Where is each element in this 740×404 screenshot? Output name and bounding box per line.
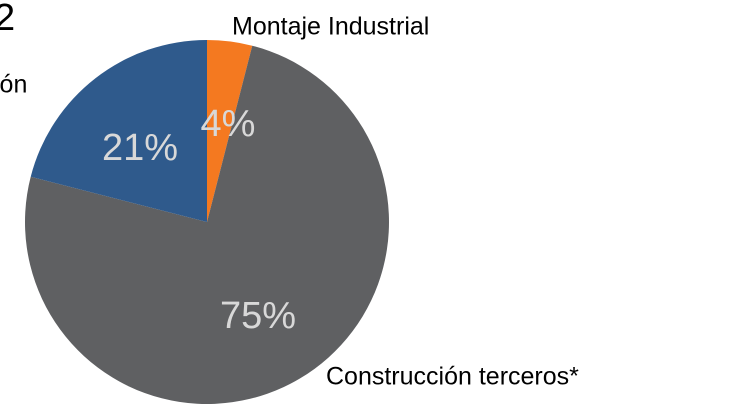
- pie-slice: [24, 45, 389, 404]
- category-label: Montaje Industrial: [232, 13, 429, 41]
- value-label: 21%: [102, 127, 178, 169]
- value-label: 4%: [201, 103, 256, 145]
- pie-slice: [207, 40, 253, 222]
- category-label: ión: [0, 71, 27, 99]
- chart-title: 2: [0, 0, 15, 39]
- category-label: Construcción terceros*: [326, 363, 579, 391]
- pie-slice: [30, 40, 207, 222]
- value-label: 75%: [220, 295, 296, 337]
